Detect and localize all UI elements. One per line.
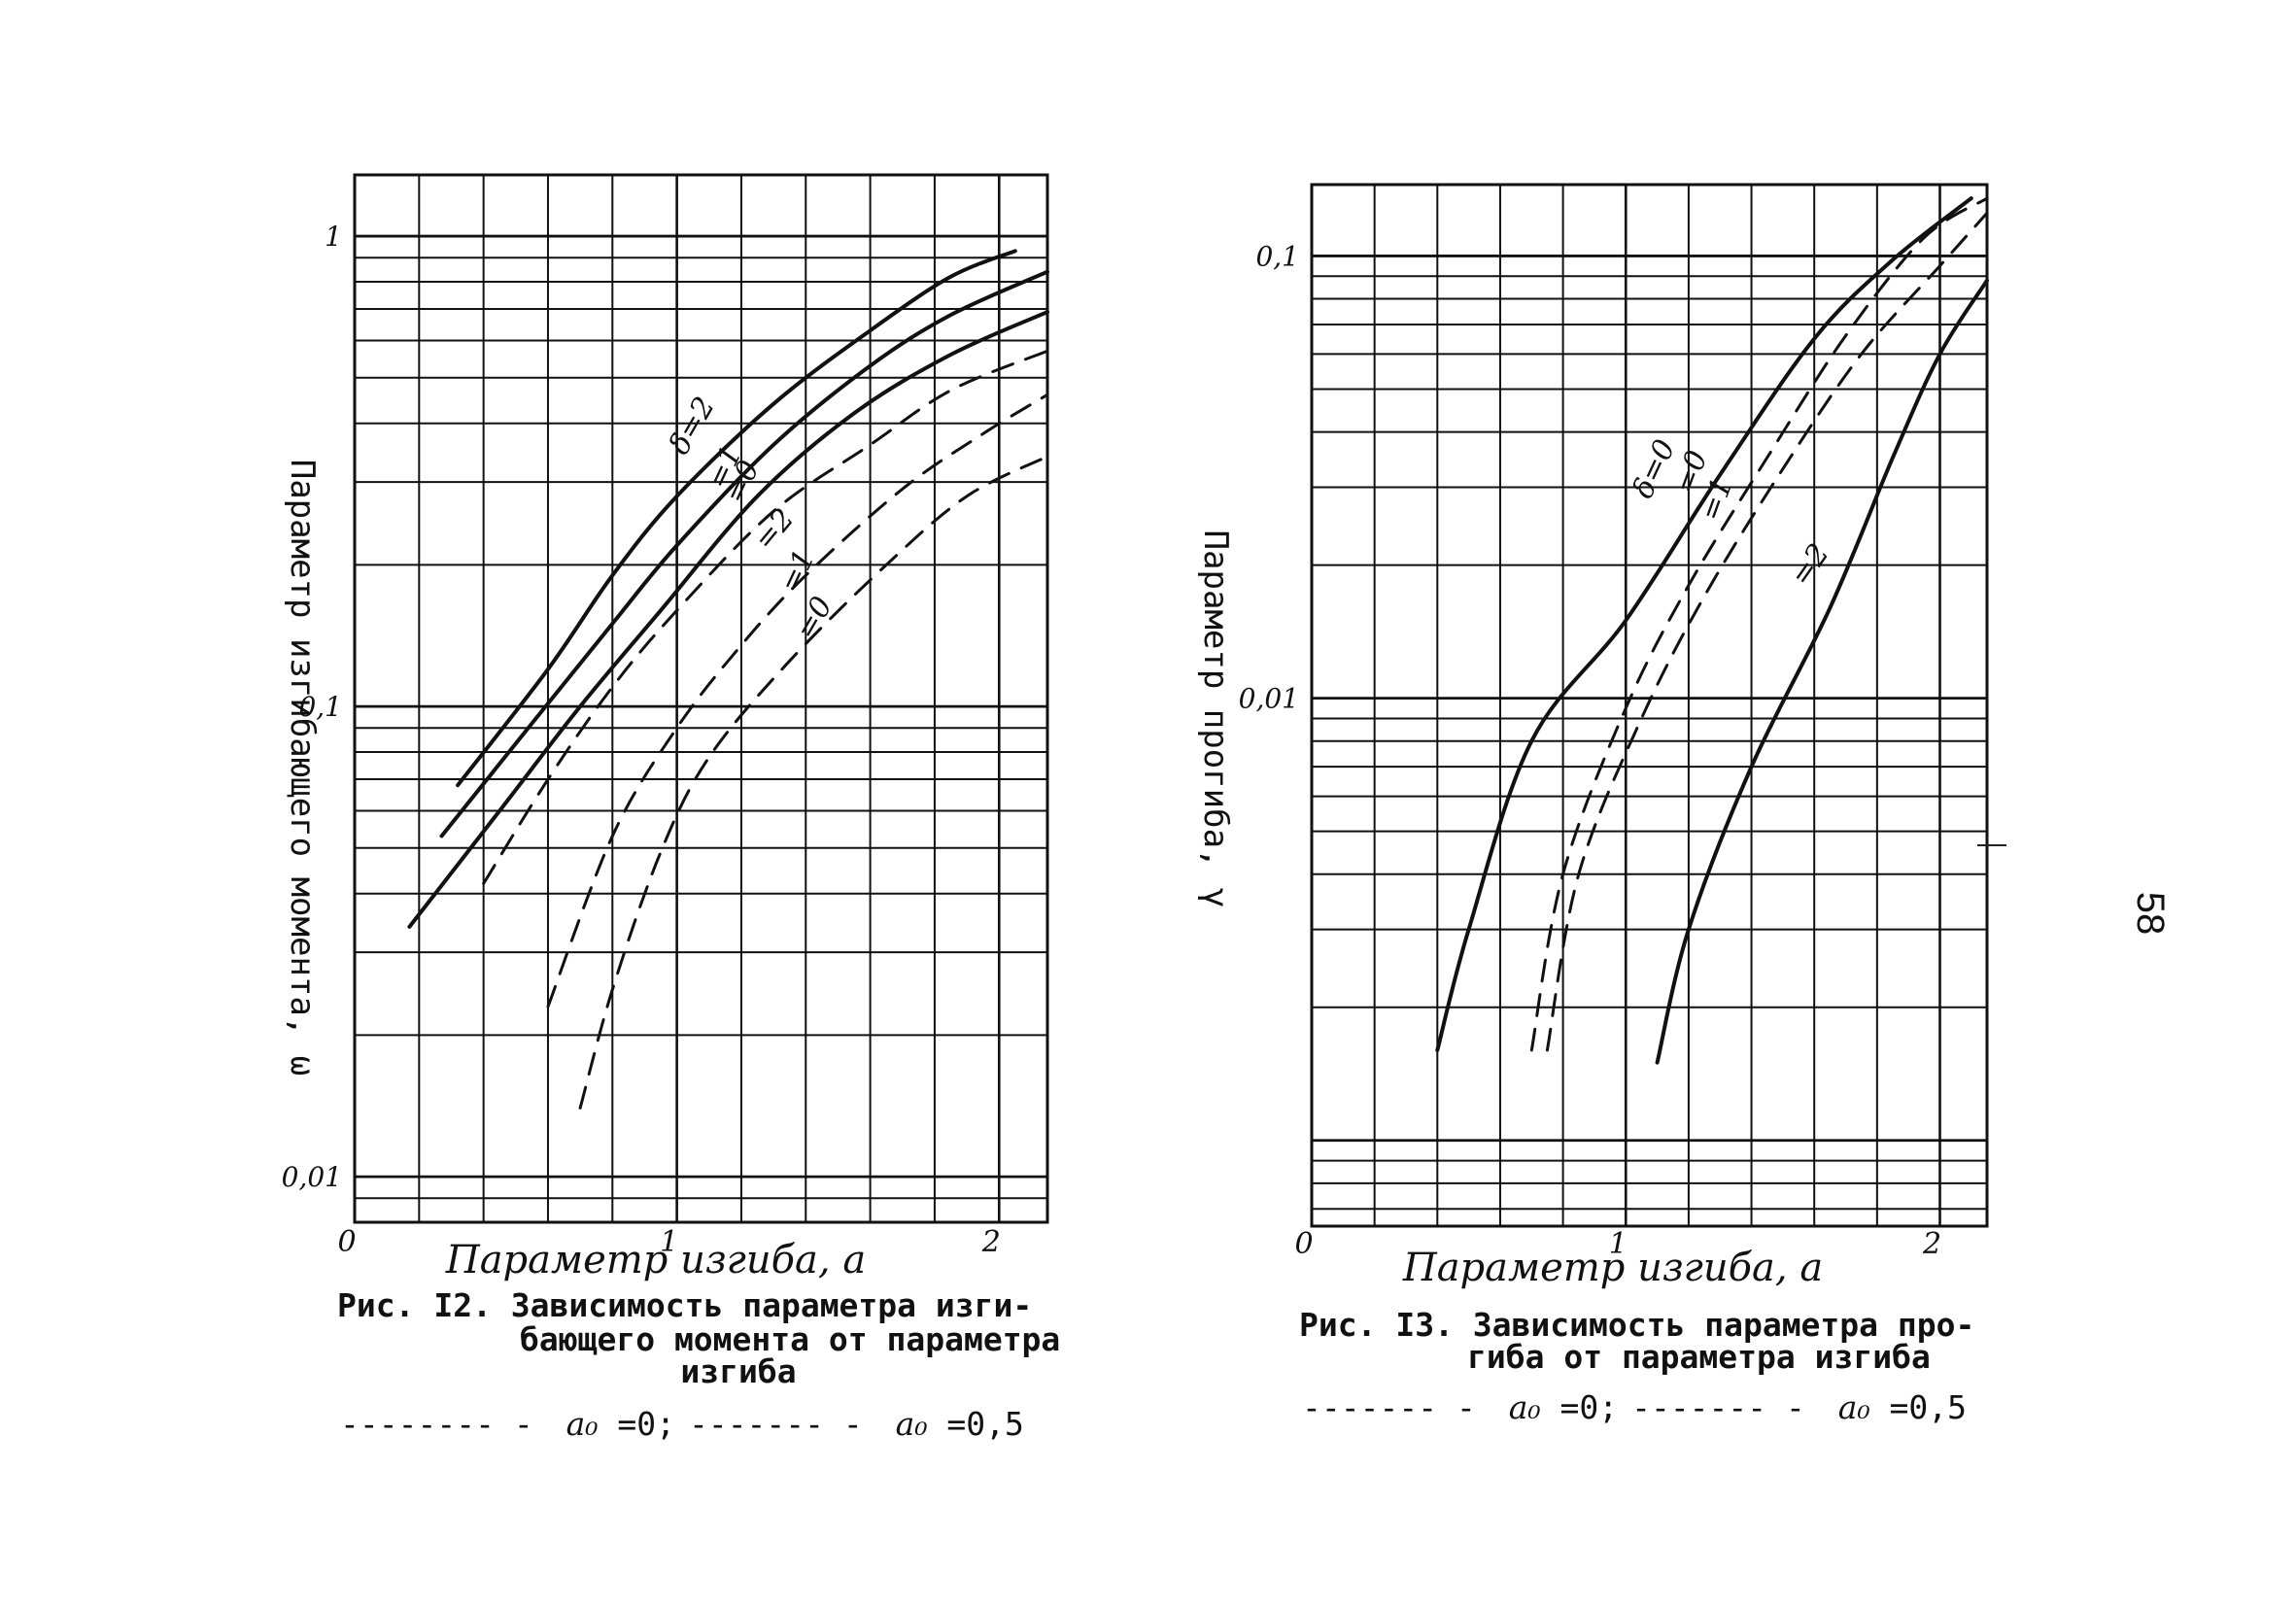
solid-series-line	[456, 249, 1017, 788]
page-number: 58	[2129, 892, 2172, 936]
plot-frame	[353, 173, 1049, 1224]
fig12-legend-value-2: =0,5	[928, 1405, 1024, 1443]
fig12-caption-line2: бающего момента от параметра	[520, 1320, 1060, 1358]
solid-series-line	[439, 269, 1049, 838]
figure-12: δ=2=1=0=2=1=0 0 1 2 0,01 0,1 1 Параметр изгиб…	[282, 173, 1060, 1443]
fig13-series	[1435, 196, 1989, 1065]
fig12-legend-dash-2: -------	[689, 1405, 824, 1443]
fig13-legend-sep-2: -	[1766, 1388, 1825, 1426]
figure-13: δ=0=0=1=2 0 1 20,010,1 Параметр прогиба, γ…	[1196, 183, 1989, 1426]
fig13-y-axis-label: Параметр прогиба, γ	[1196, 530, 1235, 908]
fig13-legend-symbol-2: a₀	[1838, 1388, 1870, 1426]
fig12-caption-line3: изгиба	[680, 1352, 796, 1390]
plot-frame	[1310, 183, 1989, 1228]
fig12-legend-symbol-2: a₀	[896, 1405, 928, 1443]
fig13-legend-sep-1: -	[1437, 1388, 1495, 1426]
fig12-legend-value-1: =0;	[598, 1405, 674, 1443]
fig13-legend: ------- - a₀ =0; ------- - a₀ =0,5	[1302, 1388, 1967, 1426]
fig13-caption-line1: Рис. I3. Зависимость параметра про-	[1299, 1306, 1974, 1344]
y-tick-label: 0,01	[282, 1161, 342, 1193]
solid-series-line	[1655, 278, 1989, 1065]
series-label: =2	[1784, 537, 1836, 592]
fig12-legend-dash-1: --------	[340, 1405, 495, 1443]
x-tick-label: 0	[337, 1225, 356, 1259]
dashed-series-line	[1545, 211, 1989, 1052]
fig13-x-axis-label: Параметр изгиба, a	[1402, 1246, 1823, 1290]
series-label: =1	[773, 544, 822, 598]
x-tick-label: 2	[981, 1225, 1001, 1259]
dashed-series-line	[578, 455, 1049, 1110]
dashed-series-line	[1529, 196, 1989, 1052]
y-tick-label: 0,01	[1239, 683, 1299, 715]
fig13-legend-dash-2: -------	[1631, 1388, 1766, 1426]
fig13-tick-labels: 0 1 2 0,01 0,1	[1239, 240, 1941, 1261]
y-tick-label: 0,1	[298, 691, 342, 723]
solid-series-line	[1435, 196, 1973, 1052]
x-tick-label: 1	[660, 1225, 678, 1259]
fig12-y-axis-label: Параметр изгибающего момента, ω	[283, 460, 322, 1077]
fig12-legend-sep-1: -	[495, 1405, 553, 1443]
fig12-tick-labels: 0 1 2 0,01 0,1 1	[282, 221, 1001, 1259]
fig12-grid	[353, 173, 1049, 1224]
x-tick-label: 0	[1294, 1227, 1313, 1261]
fig12-caption-line1: Рис. I2. Зависимость параметра изги-	[337, 1286, 1032, 1324]
fig13-legend-symbol-1: a₀	[1509, 1388, 1541, 1426]
fig13-legend-value-1: =0;	[1541, 1388, 1618, 1426]
fig12-x-axis-label: Параметр изгиба, a	[445, 1238, 866, 1282]
y-tick-label: 1	[325, 221, 342, 253]
x-tick-label: 2	[1922, 1227, 1941, 1261]
x-tick-label: 1	[1609, 1227, 1628, 1261]
fig13-legend-dash-1: -------	[1302, 1388, 1437, 1426]
dashed-series-line	[482, 349, 1049, 885]
series-label: =0	[789, 591, 840, 645]
fig13-legend-value-2: =0,5	[1870, 1388, 1967, 1426]
fig13-grid	[1310, 183, 1989, 1228]
solid-series-line	[407, 310, 1049, 929]
fig12-legend-symbol-1: a₀	[566, 1405, 599, 1443]
dashed-series-line	[546, 393, 1049, 1009]
fig12-series-labels: δ=2=1=0=2=1=0	[663, 392, 840, 645]
y-tick-label: 0,1	[1255, 240, 1299, 272]
fig12-series	[407, 249, 1049, 1110]
fig13-caption-line2: гиба от параметра изгиба	[1467, 1338, 1931, 1376]
fig12-legend-sep-2: -	[824, 1405, 882, 1443]
fig12-legend: -------- - a₀ =0; ------- - a₀ =0,5	[340, 1405, 1024, 1443]
